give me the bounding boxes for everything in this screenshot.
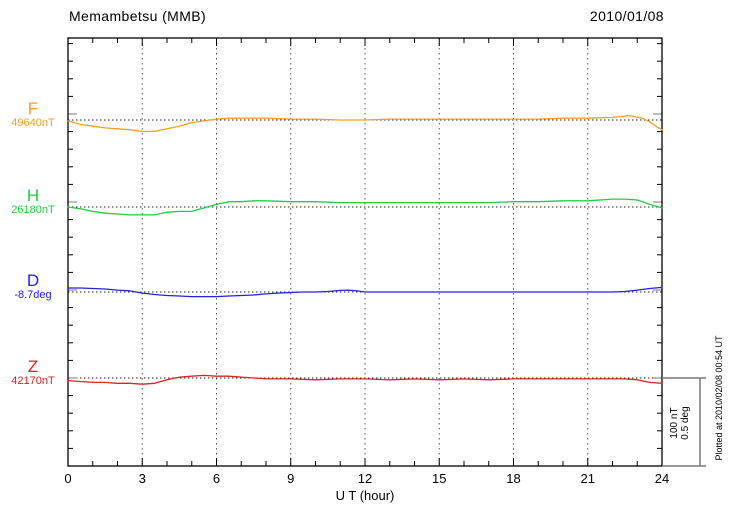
trace-Z bbox=[67, 374, 663, 385]
trace-F bbox=[67, 114, 663, 133]
plotted-at-note: Plotted at 2010/02/08 00:54 UT bbox=[714, 335, 724, 461]
x-tick-label-24: 24 bbox=[654, 471, 670, 486]
x-tick-label-15: 15 bbox=[432, 471, 447, 486]
series-F-letter: F bbox=[27, 99, 39, 118]
trace-H bbox=[67, 198, 663, 216]
series-D-baseline-value: -8.7deg bbox=[14, 289, 52, 301]
series-F-baseline-value: 49640nT bbox=[11, 117, 55, 129]
station-title: Memambetsu (MMB) bbox=[69, 8, 207, 24]
plot-frame bbox=[67, 37, 663, 467]
x-tick-label-3: 3 bbox=[138, 471, 146, 486]
scale-nt-line: 100 nT bbox=[669, 407, 680, 439]
plot-date: 2010/01/08 bbox=[589, 8, 664, 24]
x-tick-label-12: 12 bbox=[357, 471, 373, 486]
series-D-label: D -8.7deg bbox=[2, 272, 64, 302]
series-H-baseline-value: 26180nT bbox=[11, 204, 55, 216]
x-tick-label-21: 21 bbox=[580, 471, 595, 486]
x-tick-label-6: 6 bbox=[212, 471, 221, 486]
x-tick-label-0: 0 bbox=[64, 471, 72, 486]
series-H-label: H 26180nT bbox=[2, 187, 64, 217]
trace-D bbox=[67, 286, 663, 298]
series-Z-baseline-value: 42170nT bbox=[11, 375, 55, 387]
series-F-label: F 49640nT bbox=[2, 100, 64, 130]
x-axis-title: U T (hour) bbox=[335, 488, 395, 503]
x-tick-label-18: 18 bbox=[506, 471, 521, 486]
amplitude-scale-text: 100 nT 0.5 deg bbox=[669, 406, 691, 439]
series-Z-label: Z 42170nT bbox=[2, 358, 64, 388]
series-D-letter: D bbox=[26, 271, 40, 290]
series-H-letter: H bbox=[26, 186, 40, 205]
series-Z-letter: Z bbox=[27, 357, 39, 376]
scale-deg-line: 0.5 deg bbox=[680, 406, 691, 440]
x-tick-label-9: 9 bbox=[287, 471, 295, 486]
